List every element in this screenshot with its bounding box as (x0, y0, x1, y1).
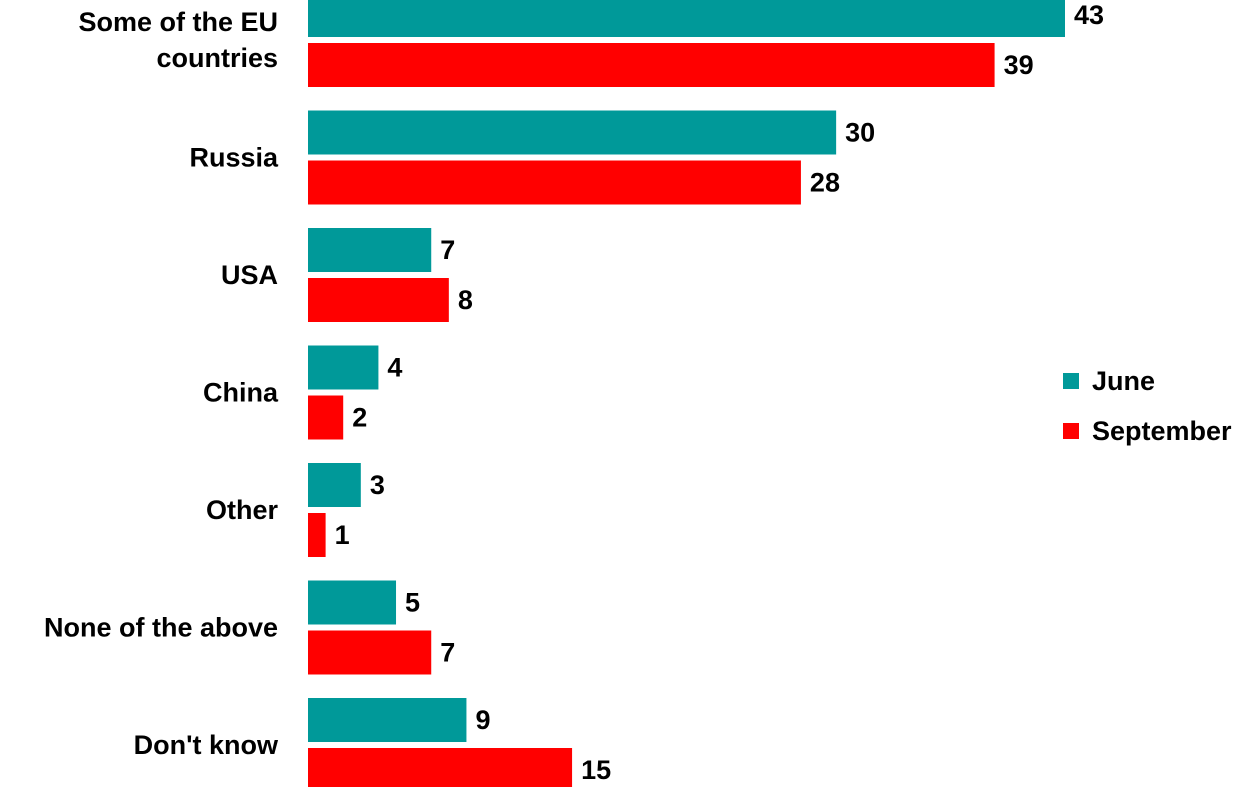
bar-september-0 (308, 43, 995, 87)
bar-june-3 (308, 345, 379, 390)
value-label: 39 (1004, 50, 1034, 80)
bar-june-6 (308, 698, 467, 742)
category-label: Don't know (134, 730, 279, 760)
value-label: 9 (475, 705, 490, 735)
bar-june-5 (308, 580, 397, 625)
category-labels: Some of the EU countries Russia USA China Oth… (44, 7, 279, 760)
value-label: 15 (581, 755, 611, 785)
value-label: 2 (352, 403, 367, 433)
value-label: 8 (458, 285, 473, 315)
bar-september-1 (308, 160, 801, 205)
bar-september-4 (308, 513, 326, 557)
legend-swatch-june (1063, 373, 1079, 389)
value-label: 7 (440, 235, 455, 265)
legend-label-september: September (1092, 416, 1232, 446)
bar-september-2 (308, 278, 449, 322)
category-label: Other (206, 495, 279, 525)
value-label: 1 (335, 520, 350, 550)
category-label: Some of the EU (78, 7, 278, 37)
bar-june-1 (308, 110, 837, 155)
bar-september-3 (308, 395, 344, 440)
category-label: countries (156, 43, 278, 73)
value-label: 3 (370, 470, 385, 500)
legend-label-june: June (1092, 366, 1155, 396)
legend-swatch-september (1063, 423, 1079, 439)
bar-june-4 (308, 463, 361, 507)
value-label: 43 (1074, 0, 1104, 30)
bar-june-0 (308, 0, 1065, 37)
category-label: China (203, 378, 279, 408)
bars (308, 0, 1065, 787)
category-label: None of the above (44, 613, 278, 643)
value-label: 5 (405, 588, 420, 618)
value-label: 7 (440, 638, 455, 668)
value-label: 4 (387, 353, 402, 383)
category-label: USA (221, 260, 278, 290)
bar-june-2 (308, 228, 432, 272)
bar-september-6 (308, 748, 573, 787)
legend: June September (1063, 366, 1232, 446)
value-label: 28 (810, 168, 840, 198)
bar-september-5 (308, 630, 432, 675)
value-label: 30 (845, 118, 875, 148)
category-label: Russia (189, 143, 279, 173)
